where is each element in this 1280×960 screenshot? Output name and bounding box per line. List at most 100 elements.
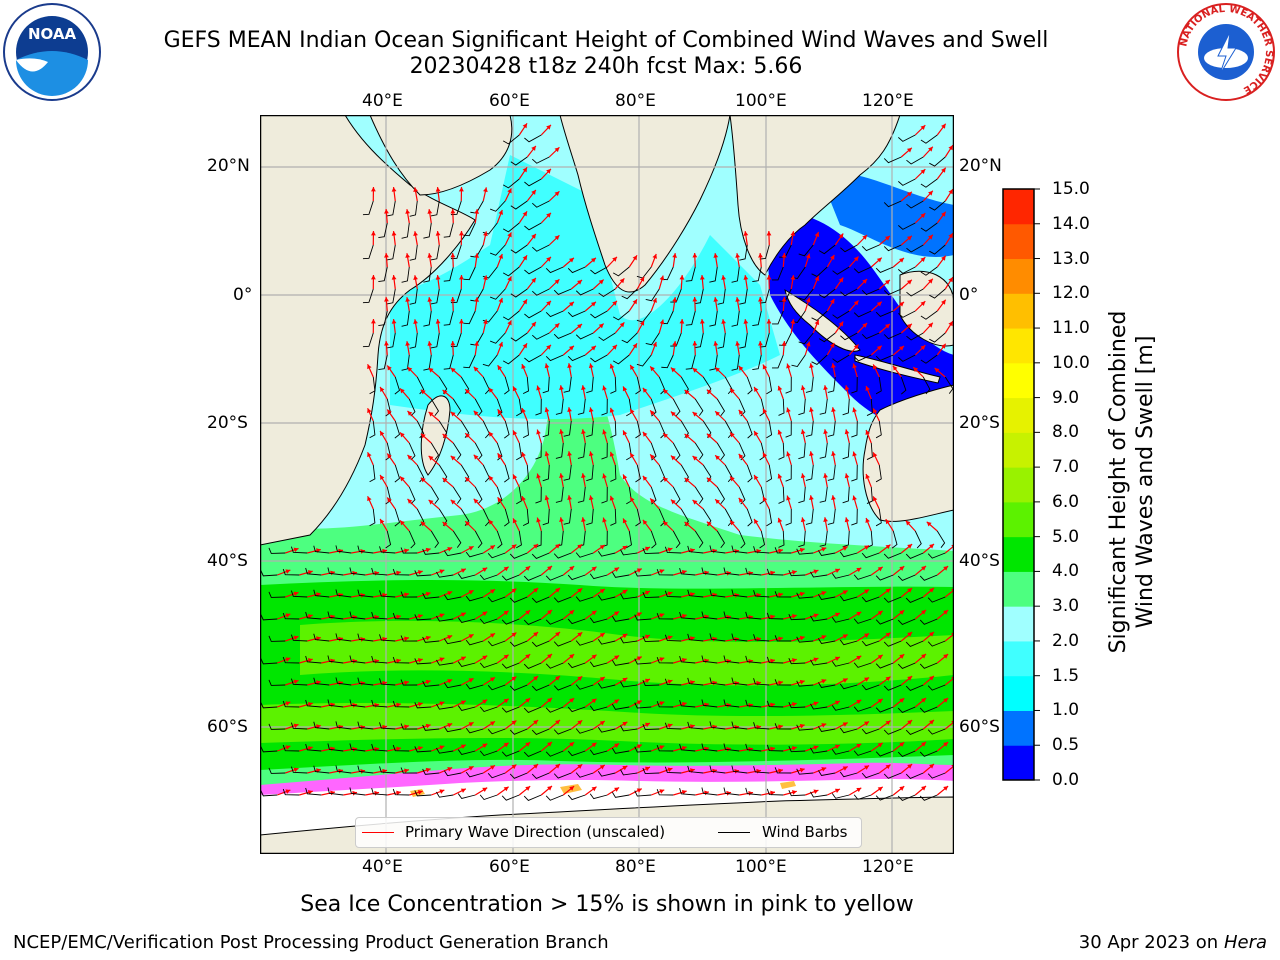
wave-direction-arrowhead — [450, 341, 456, 346]
wave-direction-arrowhead — [427, 297, 433, 302]
wave-direction-arrowhead — [507, 188, 512, 194]
wave-direction-arrowhead — [511, 764, 517, 770]
wave-direction-arrowhead — [856, 655, 862, 661]
wind-barb — [612, 266, 630, 277]
wind-barb — [656, 657, 674, 664]
wind-barb — [502, 178, 520, 189]
wind-barb — [875, 310, 894, 317]
wind-barb — [436, 791, 454, 798]
wave-direction-arrowhead — [598, 279, 604, 285]
wind-barb — [362, 332, 374, 348]
wind-barb — [474, 442, 483, 461]
wave-direction-arrowhead — [636, 612, 642, 617]
wave-direction-arrowhead — [899, 257, 904, 263]
wave-direction-arrowhead — [425, 591, 431, 597]
wave-direction-arrowhead — [877, 566, 883, 572]
wind-barb — [875, 266, 894, 273]
wind-barb — [349, 787, 366, 796]
wave-direction-arrowhead — [864, 677, 870, 682]
wind-barb — [831, 617, 850, 623]
wind-barb — [542, 464, 550, 482]
wave-direction-arrowhead — [413, 187, 418, 192]
wave-direction-arrowhead — [899, 566, 905, 571]
wave-direction-arrowhead — [921, 566, 927, 571]
wind-barb — [496, 486, 503, 505]
wave-direction-arrowhead — [670, 367, 676, 373]
wave-direction-arrowhead — [948, 189, 953, 195]
wind-barb — [716, 530, 726, 549]
wave-direction-arrowhead — [738, 365, 744, 371]
wind-barb — [745, 699, 762, 708]
wave-direction-arrowhead — [547, 742, 552, 747]
wind-barb — [664, 546, 682, 554]
wind-barb — [753, 634, 770, 642]
wind-barb — [502, 134, 520, 145]
wind-barb — [335, 633, 352, 642]
wave-direction-arrowhead — [943, 566, 949, 571]
wave-direction-arrowhead — [907, 632, 913, 637]
wave-height-map — [260, 115, 954, 854]
wave-direction-arrowhead — [642, 519, 648, 525]
wave-direction-arrowhead — [459, 187, 464, 192]
wind-barb — [510, 156, 528, 166]
wave-direction-arrowhead — [639, 320, 645, 326]
colorbar-segment — [1003, 397, 1034, 433]
wind-barb — [509, 728, 528, 735]
wave-direction-arrowhead — [599, 676, 605, 682]
wave-direction-arrowhead — [831, 407, 836, 412]
wave-direction-arrowhead — [872, 452, 878, 458]
wave-direction-arrowhead — [371, 319, 376, 324]
colorbar-tick-label: 0.5 — [1052, 735, 1080, 756]
wind-barb — [709, 633, 726, 642]
wave-direction-arrowhead — [786, 451, 791, 457]
wind-barb — [423, 222, 432, 239]
wind-barb — [723, 699, 740, 708]
colorbar-segment — [1003, 362, 1034, 399]
wind-barb — [731, 677, 748, 686]
wave-direction-arrowhead — [425, 547, 431, 553]
wave-direction-arrowhead — [503, 698, 509, 704]
wave-direction-arrowhead — [614, 655, 620, 660]
wave-direction-arrowhead — [929, 544, 935, 549]
wind-barb — [919, 794, 938, 801]
wind-barb — [774, 547, 792, 554]
wind-barb — [516, 486, 522, 505]
wave-direction-arrowhead — [512, 386, 518, 392]
wind-barb — [620, 549, 638, 556]
wind-barb — [335, 545, 352, 554]
wave-direction-arrowhead — [663, 389, 669, 395]
left-tick-60s: 60°S — [207, 717, 248, 737]
wind-barb — [779, 332, 792, 347]
wave-direction-arrowhead — [704, 746, 709, 752]
wave-direction-arrowhead — [885, 720, 891, 726]
wave-direction-arrowhead — [568, 301, 574, 307]
wind-barb — [523, 750, 542, 757]
wind-barb — [796, 636, 814, 643]
wave-direction-arrowhead — [948, 145, 953, 151]
wind-barb — [362, 244, 374, 260]
wave-direction-arrowhead — [447, 547, 453, 552]
wave-direction-arrowhead — [293, 679, 299, 685]
wind-barb — [349, 611, 366, 620]
wave-direction-arrowhead — [512, 518, 518, 524]
wind-barb — [745, 567, 762, 576]
wind-barb — [709, 721, 726, 730]
wave-direction-arrowhead — [748, 658, 754, 664]
wind-barb — [839, 595, 858, 602]
wave-direction-arrowhead — [830, 254, 835, 260]
wave-direction-arrowhead — [482, 743, 488, 749]
footer-date: 30 Apr 2023 on Hera — [1079, 933, 1267, 953]
wave-direction-arrowhead — [522, 123, 528, 129]
wind-barb — [575, 684, 594, 690]
wind-barb — [504, 376, 510, 395]
wind-barb — [774, 767, 792, 774]
wave-direction-arrowhead — [588, 407, 594, 413]
wind-barb — [457, 573, 476, 579]
wave-direction-arrowhead — [569, 654, 575, 659]
wind-barb — [636, 354, 652, 367]
wave-direction-arrowhead — [285, 701, 291, 706]
wave-direction-arrowhead — [522, 343, 528, 349]
wind-barb — [929, 332, 946, 343]
wave-direction-arrowhead — [400, 476, 405, 482]
wind-barb — [575, 596, 594, 602]
